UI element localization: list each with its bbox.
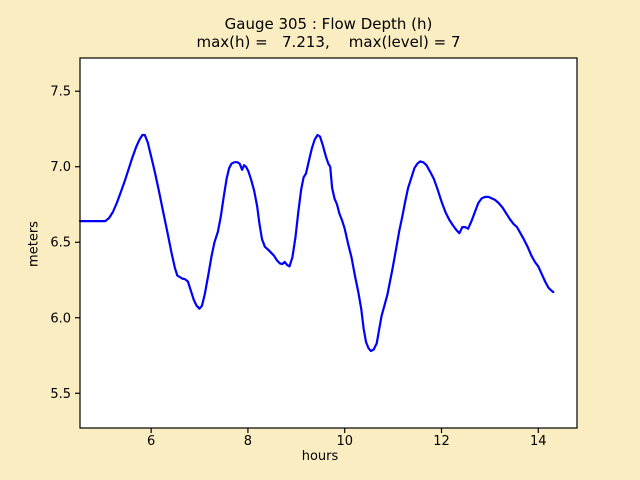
y-tick-label: 7.0 (50, 160, 71, 175)
plot-background (80, 58, 577, 428)
y-tick-label: 6.0 (50, 311, 71, 326)
y-tick-label: 5.5 (50, 387, 71, 402)
axis-ticks: 6 8 10 12 14 5.5 6.0 6.5 7.0 7.5 (50, 85, 546, 449)
x-tick-label: 12 (433, 434, 450, 449)
plot-frame (79, 57, 578, 429)
chart-title: Gauge 305 : Flow Depth (h) (224, 15, 433, 33)
flow-depth-line (78, 133, 555, 353)
y-tick-label: 7.5 (50, 85, 71, 100)
x-tick-label: 6 (147, 434, 155, 449)
x-tick-label: 10 (336, 434, 353, 449)
x-axis-label: hours (301, 449, 339, 464)
x-tick-label: 8 (244, 434, 252, 449)
y-tick-label: 6.5 (50, 236, 71, 251)
y-axis-label: meters (26, 221, 42, 267)
chart-subtitle: max(h) = 7.213, max(level) = 7 (196, 33, 461, 51)
x-tick-label: 14 (530, 434, 547, 449)
